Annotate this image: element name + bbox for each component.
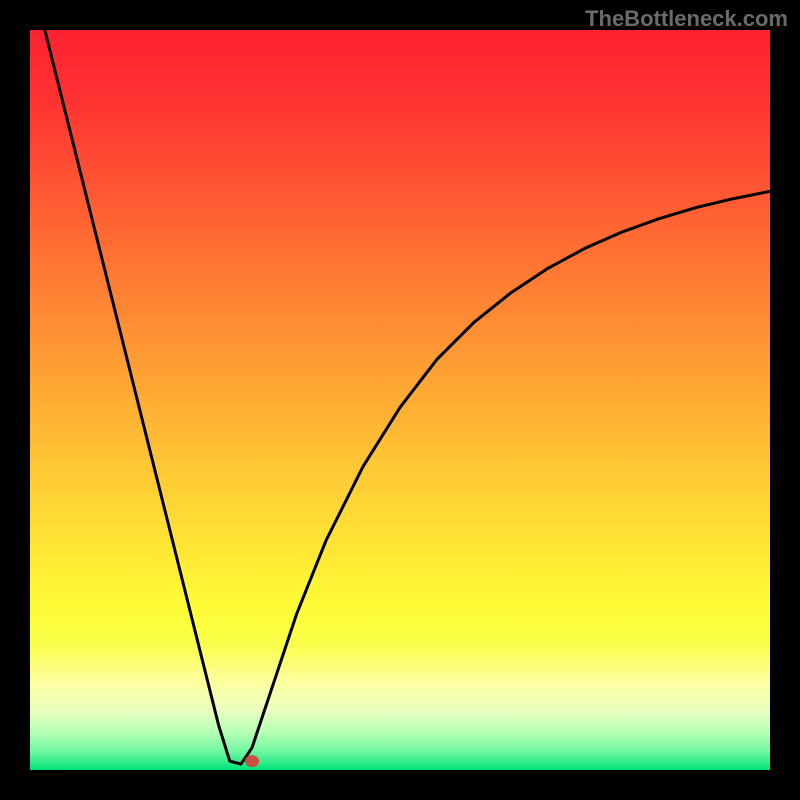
chart-container: TheBottleneck.com [0,0,800,800]
watermark-text: TheBottleneck.com [585,6,788,32]
chart-gradient-background [30,30,770,770]
minimum-marker [245,755,259,767]
bottleneck-chart [0,0,800,800]
